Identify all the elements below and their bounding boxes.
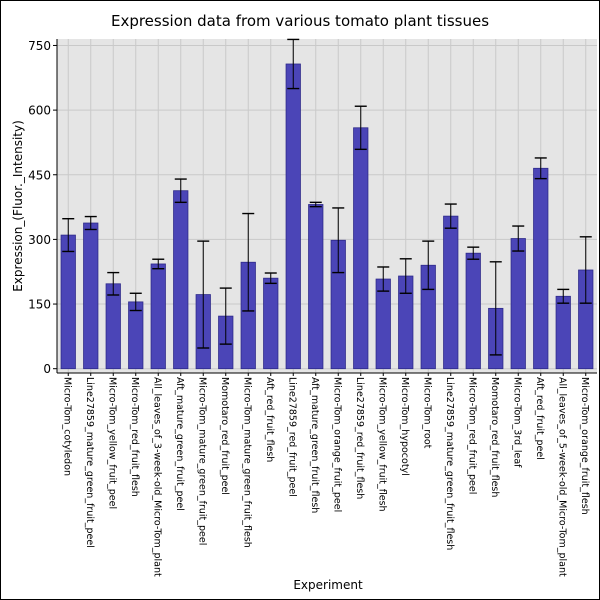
error-bar [422, 240, 435, 291]
y-tick-label: 750 [28, 39, 51, 53]
x-tick-label: Line27859_red_fruit_peel [286, 377, 297, 497]
bar [465, 252, 481, 370]
error-bar [84, 215, 97, 231]
plot-area [57, 39, 597, 373]
x-tick-label: Aft_red_fruit_peel [534, 377, 545, 460]
bar [308, 204, 324, 370]
bar [83, 222, 99, 370]
error-bar [579, 236, 592, 304]
bar [510, 238, 526, 370]
x-tick-label: Aft_mature_green_fruit_flesh [309, 377, 320, 513]
error-bar [377, 266, 390, 292]
x-tick-label: Micro-Tom_cotyledon [61, 377, 72, 476]
bar-series [60, 63, 594, 370]
x-tick-labels: Micro-Tom_cotyledon Line27859_mature_gree… [61, 373, 590, 577]
y-tick-label: 600 [28, 104, 51, 118]
bar [150, 263, 166, 370]
error-bar [512, 225, 525, 252]
x-tick-label: Micro-Tom_red_fruit_peel [466, 377, 477, 494]
bar [105, 283, 121, 370]
x-tick-label: Micro-Tom_root [421, 377, 432, 449]
x-tick-label: Micro-Tom_mature_green_fruit_peel [196, 377, 207, 545]
error-bar [557, 288, 570, 304]
error-bar [264, 272, 277, 285]
x-tick-label: Micro-Tom_hypocotyl [399, 377, 410, 476]
error-bar [467, 246, 480, 260]
x-tick-label: Micro-Tom_red_fruit_flesh [129, 377, 140, 497]
x-tick-label: All_leaves_of_5-week-old_Micro-Tom_plant [556, 377, 567, 577]
y-tick-label: 450 [28, 168, 51, 182]
x-tick-label: Micro-Tom_3rd_leaf [511, 377, 522, 468]
error-bar [152, 258, 165, 270]
error-bar [309, 201, 322, 208]
error-bar [107, 271, 120, 296]
x-tick-label: Momotaro_red_fruit_flesh [489, 377, 500, 497]
bar [555, 295, 571, 370]
y-tick-label: 150 [28, 298, 51, 312]
error-bar [174, 178, 187, 204]
x-tick-label: Micro-Tom_yellow_fruit_peel [106, 377, 117, 509]
y-tick-label: 300 [28, 233, 51, 247]
x-tick-label: Micro-Tom_mature_green_fruit_flesh [241, 377, 252, 548]
x-tick-label: Micro-Tom_orange_fruit_flesh [579, 377, 590, 515]
bar [375, 278, 391, 370]
x-tick-label: Aft_mature_green_fruit_peel [174, 377, 185, 511]
error-bar [287, 38, 300, 90]
bar [263, 277, 279, 370]
error-bar [332, 207, 345, 274]
error-bar [489, 261, 502, 356]
chart-title: Expression data from various tomato plan… [111, 12, 489, 30]
error-bar [197, 240, 210, 349]
bar [443, 215, 459, 370]
x-tick-label: Line27859_red_fruit_flesh [354, 377, 365, 499]
bar [173, 190, 189, 370]
bar [533, 167, 549, 370]
y-axis-label: Expression_(Fluor._Intensity) [11, 120, 25, 292]
bar [128, 301, 144, 370]
x-tick-label: All_leaves_of_3-week-old_Micro-Tom_plant [151, 377, 162, 577]
bar [353, 127, 369, 370]
x-axis-label: Experiment [293, 578, 363, 592]
x-tick-label: Micro-Tom_orange_fruit_peel [331, 377, 342, 512]
error-bar [534, 157, 547, 180]
x-tick-label: Micro-Tom_yellow_fruit_flesh [376, 377, 387, 512]
y-tick-label: 0 [43, 362, 51, 376]
error-bars [62, 38, 592, 356]
grid-lines [57, 39, 597, 373]
error-bar [62, 218, 75, 253]
x-tick-label: Line27859_mature_green_fruit_flesh [444, 377, 455, 550]
axes [56, 39, 597, 374]
error-bar [444, 203, 457, 229]
bar [285, 63, 301, 370]
error-bar [242, 212, 255, 312]
error-bar [219, 287, 232, 345]
error-bar [354, 105, 367, 151]
error-bar [129, 292, 142, 312]
x-tick-label: Momotaro_red_fruit_peel [219, 377, 230, 495]
y-tick-labels: 0 150 300 450 600 750 [28, 39, 57, 376]
x-tick-label: Aft_red_fruit_flesh [264, 377, 275, 462]
error-bar [399, 258, 412, 294]
bar [60, 234, 76, 370]
x-tick-label: Line27859_mature_green_fruit_peel [84, 377, 95, 548]
